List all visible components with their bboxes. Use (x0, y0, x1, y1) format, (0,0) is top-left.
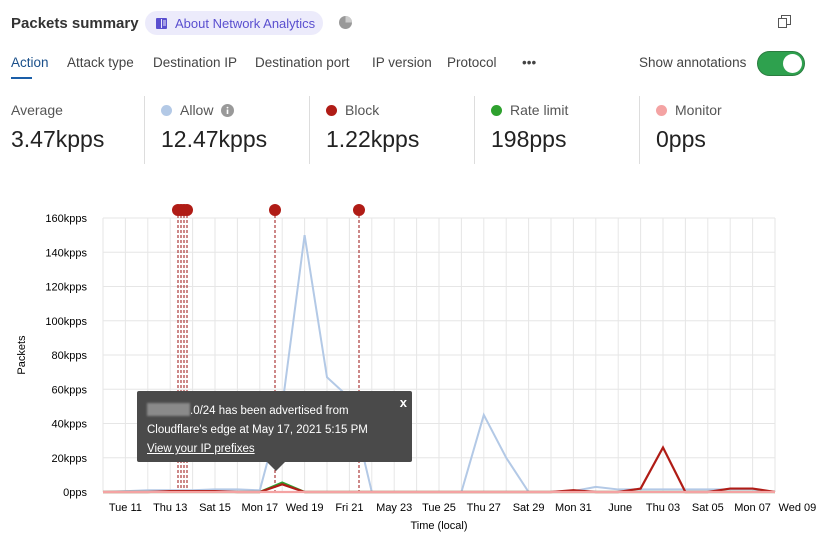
stat-rate-limit: Rate limit 198pps (474, 96, 568, 164)
x-tick-label: Sat 29 (513, 502, 545, 514)
y-tick-label: 100kpps (45, 316, 87, 328)
legend-dot (491, 104, 502, 116)
stat-block: Block 1.22kpps (309, 96, 419, 164)
x-tick-label: Fri 21 (335, 502, 363, 514)
book-icon (156, 17, 167, 29)
close-icon[interactable]: x (399, 395, 407, 410)
pie-chart-icon[interactable] (338, 15, 353, 30)
stat-value: 3.47kpps (11, 126, 105, 152)
x-tick-label: Tue 11 (109, 502, 142, 514)
y-tick-label: 80kpps (52, 350, 88, 362)
tab-destination-port[interactable]: Destination port (255, 55, 350, 70)
legend-dot (326, 104, 337, 116)
stat-value: 12.47kpps (161, 126, 268, 152)
annotation-tooltip: x .0/24 has been advertised from Cloudfl… (137, 391, 412, 471)
tab-protocol[interactable]: Protocol (447, 55, 497, 70)
stat-value: 0pps (656, 126, 706, 152)
x-tick-label: Thu 27 (467, 502, 501, 514)
show-annotations-toggle[interactable] (757, 51, 805, 76)
stat-monitor: Monitor 0pps (639, 96, 722, 164)
x-tick-label: Mon 31 (555, 502, 592, 514)
y-tick-label: 140kpps (45, 247, 87, 259)
redacted-prefix (147, 403, 190, 416)
y-tick-label: 60kpps (52, 384, 88, 396)
x-tick-label: Tue 25 (422, 502, 456, 514)
tooltip-text-1: .0/24 has been advertised from (190, 405, 349, 417)
y-tick-label: 20kpps (52, 453, 88, 465)
legend-dot (161, 104, 172, 116)
x-tick-label: Mon 17 (241, 502, 278, 514)
tab-destination-ip[interactable]: Destination IP (153, 55, 238, 70)
x-tick-label: Mon 07 (734, 502, 771, 514)
about-label: About Network Analytics (175, 15, 316, 31)
x-tick-label: Sat 15 (199, 502, 231, 514)
x-tick-label: Wed 19 (286, 502, 324, 514)
annotation-marker[interactable] (269, 204, 281, 216)
annotation-marker[interactable] (181, 204, 193, 216)
x-tick-label: May 23 (376, 502, 412, 514)
stat-value: 198pps (491, 126, 567, 152)
x-axis-label: Time (local) (410, 520, 467, 532)
tab-action[interactable]: Action (11, 55, 49, 70)
y-tick-label: 0pps (63, 487, 87, 499)
stat-average: Average 3.47kpps (11, 96, 104, 164)
y-tick-label: 40kpps (52, 419, 88, 431)
x-tick-label: Thu 03 (646, 502, 680, 514)
stat-label: Rate limit (510, 102, 569, 118)
stat-label: Average (11, 102, 63, 118)
stat-label: Block (345, 102, 380, 118)
x-tick-label: June (608, 502, 632, 514)
page-title: Packets summary (11, 15, 139, 32)
legend-dot (656, 104, 667, 116)
y-tick-label: 120kpps (45, 282, 87, 294)
tab-ip-version[interactable]: IP version (372, 55, 432, 70)
active-tab-indicator (11, 77, 32, 79)
tab-attack-type[interactable]: Attack type (67, 55, 134, 70)
stat-allow: Allow 12.47kpps (144, 96, 267, 164)
stat-label: Allow (180, 102, 214, 118)
view-ip-prefixes-link[interactable]: View your IP prefixes (147, 443, 255, 455)
x-tick-label: Thu 13 (153, 502, 187, 514)
stat-label: Monitor (675, 102, 722, 118)
x-tick-label: Wed 09 (779, 502, 816, 514)
show-annotations-label: Show annotations (639, 55, 747, 70)
info-icon[interactable] (221, 103, 235, 117)
about-network-analytics-link[interactable]: About Network Analytics (145, 11, 324, 35)
more-tabs-button[interactable]: ••• (522, 55, 537, 70)
packets-chart: 0pps 20kpps 40kpps 60kpps 80kpps 100kpps 120kp… (16, 204, 816, 532)
y-axis-label: Packets (16, 335, 28, 375)
annotation-marker[interactable] (353, 204, 365, 216)
copy-icon[interactable] (777, 14, 792, 29)
x-tick-label: Sat 05 (692, 502, 724, 514)
tooltip-text-2: Cloudflare's edge at May 17, 2021 5:15 P… (147, 424, 368, 436)
stat-value: 1.22kpps (326, 126, 420, 152)
y-tick-label: 160kpps (45, 213, 87, 225)
